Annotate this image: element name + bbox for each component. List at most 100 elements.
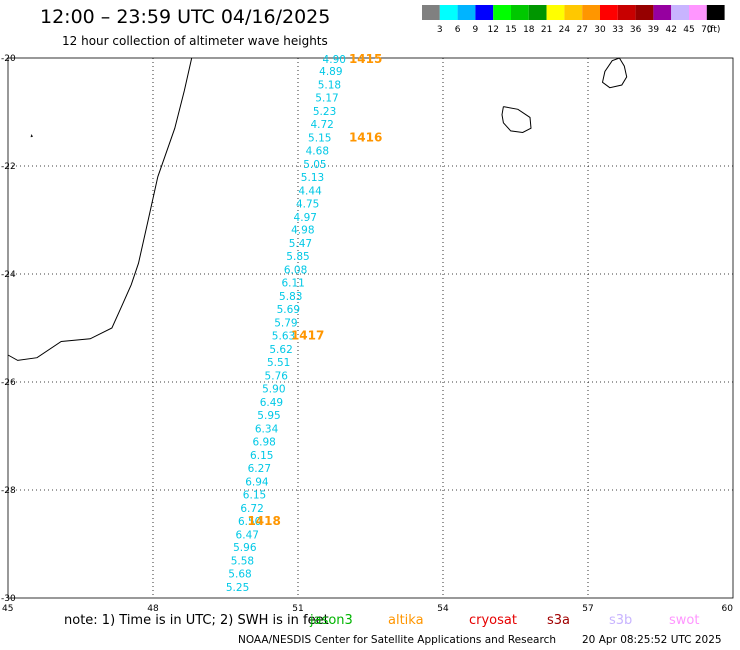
colorbar-swatch (671, 5, 689, 20)
wave-height-label: 5.05 (303, 159, 326, 171)
satellite-legend-altika: altika (388, 613, 424, 628)
map-subtitle: 12 hour collection of altimeter wave hei… (62, 34, 328, 48)
colorbar-label: 6 (455, 25, 461, 35)
wave-height-label: 5.96 (233, 542, 257, 554)
colorbar-swatch (457, 5, 476, 20)
wave-height-label: 5.15 (308, 132, 331, 144)
time-labels: 1415 1416 1417 1418 (247, 52, 382, 528)
colorbar-swatch (617, 5, 636, 20)
wave-height-label: 5.76 (265, 371, 289, 383)
coastline-madagascar (7, 57, 193, 361)
colorbar-swatch (493, 5, 511, 20)
wave-height-label: 4.68 (306, 145, 329, 157)
wave-height-label: 5.23 (313, 106, 336, 118)
color-scale-legend: 3 6 9 12 15 18 21 24 27 30 33 36 39 42 45 70(ft) (422, 5, 725, 35)
wave-height-label: 6.08 (284, 265, 307, 277)
colorbar-label: 42 (665, 25, 676, 35)
axis-tick-labels: 45 48 51 54 57 60 -20 -22 -24 -26 -28 -30 (1, 54, 733, 614)
wave-height-label: 5.17 (315, 92, 338, 104)
colorbar-label: 39 (648, 25, 660, 35)
lon-tick-label: 57 (582, 604, 593, 614)
lat-tick-label: -26 (1, 378, 16, 388)
lat-tick-label: -20 (1, 54, 16, 64)
time-label: 1415 (349, 52, 382, 66)
lat-tick-label: -24 (1, 270, 16, 280)
colorbar-label: (ft) (707, 25, 721, 35)
colorbar-swatch (582, 5, 600, 20)
wave-height-label: 6.15 (250, 450, 273, 462)
wave-height-label: 4.75 (296, 198, 319, 210)
wave-height-label: 5.13 (301, 172, 324, 184)
wave-height-label: 6.34 (255, 423, 279, 435)
wave-height-track: 4.904.895.185.17 5.234.725.154.68 5.055.13… (226, 54, 346, 594)
colorbar-label: 30 (594, 25, 606, 35)
coastline-mauritius (601, 57, 628, 89)
time-label: 1418 (247, 514, 280, 528)
plot-frame (7, 57, 734, 599)
colorbar-swatch (475, 5, 494, 20)
coastline-reunion (501, 106, 532, 134)
colorbar-swatch (706, 5, 725, 20)
satellite-legend-swot: swot (669, 613, 700, 628)
satellite-legend-s3a: s3a (547, 613, 571, 628)
colorbar-swatch (546, 5, 565, 20)
credit-text: NOAA/NESDIS Center for Satellite Applica… (238, 634, 556, 646)
lon-tick-label: 60 (722, 604, 734, 614)
wave-height-label: 4.72 (310, 119, 333, 131)
colorbar-label: 3 (437, 25, 443, 35)
lat-tick-label: -22 (1, 162, 16, 172)
wave-height-label: 6.27 (248, 463, 271, 475)
lat-tick-label: -30 (1, 594, 16, 604)
colorbar-swatch (422, 5, 440, 20)
colorbar-label: 33 (612, 25, 623, 35)
colorbar-label: 18 (523, 25, 535, 35)
coastline-islet (30, 134, 33, 138)
generated-timestamp: 20 Apr 08:25:52 UTC 2025 (582, 634, 722, 646)
wave-height-label: 5.62 (269, 344, 292, 356)
colorbar-label: 24 (559, 25, 571, 35)
wave-height-label: 5.25 (226, 582, 249, 594)
wave-height-label: 6.15 (243, 489, 266, 501)
wave-height-label: 4.90 (323, 54, 346, 66)
time-label: 1416 (349, 130, 382, 144)
colorbar-swatch (439, 5, 458, 20)
colorbar-label: 27 (576, 25, 587, 35)
lon-tick-label: 48 (147, 604, 159, 614)
wave-height-label: 5.83 (279, 291, 302, 303)
wave-height-label: 4.44 (298, 185, 322, 197)
colorbar-swatch (528, 5, 547, 20)
time-label: 1417 (291, 329, 324, 343)
wave-height-label: 6.50 (238, 516, 261, 528)
wave-height-label: 6.98 (252, 436, 275, 448)
lat-tick-label: -28 (1, 486, 16, 496)
colorbar-label: 70 (701, 25, 713, 35)
wave-height-label: 5.79 (274, 318, 297, 330)
wave-height-label: 5.58 (231, 556, 254, 568)
colorbar-swatch (653, 5, 672, 20)
wave-height-label: 5.90 (262, 383, 285, 395)
satellite-legend-cryosat: cryosat (469, 613, 517, 628)
colorbar-swatch (564, 5, 583, 20)
coastlines (7, 57, 628, 361)
wave-height-label: 5.85 (286, 251, 309, 263)
lon-tick-label: 45 (2, 604, 13, 614)
lon-tick-label: 51 (292, 604, 303, 614)
colorbar-swatch (689, 5, 707, 20)
wave-height-label: 6.11 (281, 278, 304, 290)
wave-height-label: 6.47 (236, 529, 259, 541)
wave-height-label: 6.72 (240, 503, 263, 515)
wave-height-label: 5.47 (289, 238, 312, 250)
wave-height-label: 5.68 (228, 569, 251, 581)
wave-height-label: 4.98 (291, 225, 314, 237)
lon-tick-label: 54 (437, 604, 449, 614)
satellite-legend-s3b: s3b (609, 613, 633, 628)
wave-height-label: 5.69 (277, 304, 300, 316)
map-title: 12:00 – 23:59 UTC 04/16/2025 (40, 6, 331, 28)
wave-height-label: 6.49 (260, 397, 283, 409)
wave-height-label: 4.89 (319, 66, 342, 78)
colorbar-label: 45 (683, 25, 694, 35)
colorbar-label: 15 (505, 25, 516, 35)
wave-height-label: 5.18 (318, 79, 341, 91)
wave-height-label: 5.51 (267, 357, 290, 369)
